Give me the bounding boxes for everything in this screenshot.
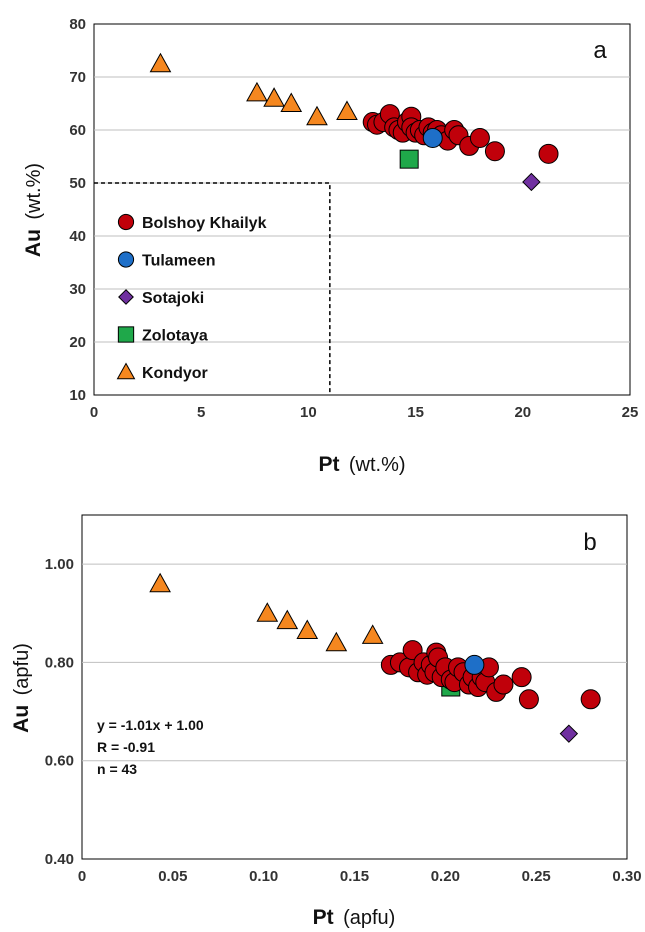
panel-a-plot-area xyxy=(93,23,631,396)
y-tick-label: 70 xyxy=(69,69,86,86)
kondyor-point xyxy=(276,609,299,630)
legend-marker-bolshoy-khailyk xyxy=(117,213,135,231)
bolshoy-khailyk-point xyxy=(469,127,490,148)
zolotaya-point xyxy=(399,149,419,169)
x-tick-label: 0 xyxy=(90,404,98,421)
tulameen-point xyxy=(464,654,485,675)
y-tick-label: 1.00 xyxy=(45,556,74,573)
legend-label-zolotaya: Zolotaya xyxy=(142,328,208,345)
legend-label-kondyor: Kondyor xyxy=(142,365,208,382)
kondyor-point xyxy=(256,602,279,622)
y-tick-label: 60 xyxy=(69,122,86,139)
kondyor-point xyxy=(263,87,285,107)
x-tick-label: 10 xyxy=(300,404,317,421)
x-tick-label: 0.30 xyxy=(612,868,641,885)
y-tick-label: 80 xyxy=(69,16,86,33)
kondyor-point xyxy=(336,100,358,120)
kondyor-point xyxy=(361,624,384,644)
legend-marker-tulameen xyxy=(117,251,135,268)
y-tick-label: 50 xyxy=(69,175,86,192)
legend: Bolshoy Khailyk Tulameen Sotajoki Zolotaya K… xyxy=(116,213,267,382)
x-tick-label: 15 xyxy=(407,404,424,421)
y-tick-label: 30 xyxy=(69,281,86,298)
panel-a: 10 20 30 40 50 60 70 80 0 5 10 15 20 25 Bolshoy Khail… xyxy=(22,16,638,476)
panel-b-plot-area xyxy=(81,514,628,860)
sample-count: n = 43 xyxy=(97,761,137,777)
kondyor-point xyxy=(306,105,328,126)
panel-b-tick-labels: 0.40 0.60 0.80 1.00 0 0.05 0.10 0.15 0.20 0.25 0.3… xyxy=(45,556,642,885)
bolshoy-khailyk-point xyxy=(511,667,532,688)
panel-a-gridlines xyxy=(94,76,630,343)
x-tick-label: 25 xyxy=(622,404,639,421)
panel-a-x-axis-label: Pt (wt.%) xyxy=(318,453,405,476)
x-tick-label: 0.25 xyxy=(522,868,551,885)
sotajoki-point xyxy=(522,172,541,192)
kondyor-point xyxy=(280,92,303,112)
panel-b: 0.40 0.60 0.80 1.00 0 0.05 0.10 0.15 0.20 0.25 0.3… xyxy=(10,514,642,929)
kondyor-point xyxy=(149,572,171,593)
panel-b-y-axis-label: Au (apfu) xyxy=(10,643,33,733)
legend-marker-zolotaya xyxy=(117,326,135,343)
kondyor-point xyxy=(246,81,268,102)
x-tick-label: 0 xyxy=(78,868,86,885)
y-tick-label: 0.40 xyxy=(45,851,74,868)
sotajoki-point xyxy=(559,724,579,743)
tulameen-point xyxy=(422,127,443,148)
x-tick-label: 20 xyxy=(514,404,531,421)
regression-equation: y = -1.01x + 1.00 xyxy=(97,717,204,733)
x-tick-label: 0.05 xyxy=(158,868,187,885)
y-tick-label: 20 xyxy=(69,334,86,351)
y-tick-label: 40 xyxy=(69,228,86,245)
panel-b-x-axis-label: Pt (apfu) xyxy=(313,906,396,929)
x-tick-label: 5 xyxy=(197,404,205,421)
panel-b-data-points xyxy=(149,572,601,743)
bolshoy-khailyk-point xyxy=(493,674,514,695)
legend-boundary-dashed-line xyxy=(94,182,331,395)
panel-b-label: b xyxy=(583,529,596,556)
regression-r-value: R = -0.91 xyxy=(97,739,155,755)
legend-marker-kondyor xyxy=(116,362,136,380)
panel-b-gridlines xyxy=(82,563,627,762)
legend-marker-sotajoki xyxy=(118,289,134,305)
legend-label-sotajoki: Sotajoki xyxy=(142,290,204,307)
bolshoy-khailyk-point xyxy=(538,143,559,164)
bolshoy-khailyk-point xyxy=(580,689,601,710)
kondyor-point xyxy=(149,52,172,73)
bolshoy-khailyk-point xyxy=(518,689,539,710)
y-tick-label: 0.60 xyxy=(45,753,74,770)
y-tick-label: 10 xyxy=(69,387,86,404)
panel-a-tick-labels: 10 20 30 40 50 60 70 80 0 5 10 15 20 25 xyxy=(69,16,638,421)
kondyor-point xyxy=(325,631,348,652)
bolshoy-khailyk-point xyxy=(484,141,505,162)
panel-a-y-axis-label: Au (wt.%) xyxy=(22,163,45,257)
y-tick-label: 0.80 xyxy=(45,654,74,671)
panel-a-data-points xyxy=(149,52,559,192)
panel-a-label: a xyxy=(593,37,607,64)
x-tick-label: 0.10 xyxy=(249,868,278,885)
x-tick-label: 0.20 xyxy=(431,868,460,885)
legend-label-bolshoy-khailyk: Bolshoy Khailyk xyxy=(142,215,267,232)
x-tick-label: 0.15 xyxy=(340,868,369,885)
legend-label-tulameen: Tulameen xyxy=(142,253,216,270)
kondyor-point xyxy=(296,619,319,639)
